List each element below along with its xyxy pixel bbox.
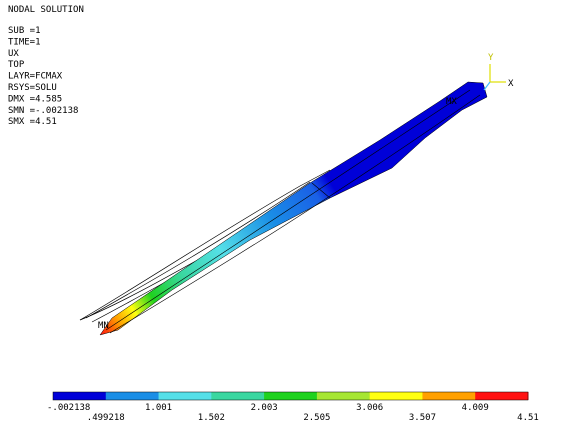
legend-swatch bbox=[422, 392, 475, 400]
legend-swatch bbox=[106, 392, 159, 400]
legend-label: 1.502 bbox=[198, 413, 225, 423]
blade bbox=[100, 82, 487, 335]
axis-z bbox=[484, 82, 490, 90]
screen: NODAL SOLUTION SUB =1TIME=1 UXTOP LAYR=FCM… bbox=[0, 0, 562, 425]
legend-swatch bbox=[211, 392, 264, 400]
legend-label: 4.009 bbox=[462, 403, 489, 413]
max-label: MX bbox=[446, 97, 457, 107]
outline bbox=[86, 182, 310, 318]
info-line: LAYR=FCMAX bbox=[8, 72, 63, 82]
legend-label: .499218 bbox=[87, 413, 125, 423]
mesh-line bbox=[106, 90, 470, 330]
info-line: SMX =4.51 bbox=[8, 117, 57, 127]
title: NODAL SOLUTION bbox=[8, 5, 84, 15]
axis-y-label: Y bbox=[488, 53, 494, 63]
page: NODAL SOLUTION SUB =1TIME=1 UXTOP LAYR=FCM… bbox=[0, 0, 562, 425]
legend-swatch bbox=[53, 392, 106, 400]
legend-label: 3.507 bbox=[409, 413, 436, 423]
info-line: SUB =1 bbox=[8, 26, 41, 36]
info-line: TOP bbox=[8, 60, 25, 70]
min-label: MN bbox=[98, 321, 109, 331]
info-line: TIME=1 bbox=[8, 37, 41, 47]
legend-label: 2.505 bbox=[303, 413, 330, 423]
wireframe bbox=[80, 170, 330, 322]
legend-swatch bbox=[370, 392, 423, 400]
axis-triad: Y X bbox=[484, 53, 514, 90]
legend-label: 3.006 bbox=[356, 403, 383, 413]
legend-label: 1.001 bbox=[145, 403, 172, 413]
axis-x-label: X bbox=[508, 79, 514, 89]
legend-label: 2.003 bbox=[251, 403, 278, 413]
outline bbox=[80, 170, 330, 320]
info-line: SMN =-.002138 bbox=[8, 106, 78, 116]
legend-swatch bbox=[264, 392, 317, 400]
legend: -.002138.499218 1.001 1.502 2.003 2.505 3.006… bbox=[47, 392, 539, 423]
info-line: RSYS=SOLU bbox=[8, 83, 57, 93]
info-line: DMX =4.585 bbox=[8, 94, 62, 104]
info-line: UX bbox=[8, 49, 19, 59]
legend-swatch bbox=[475, 392, 528, 400]
legend-label: 4.51 bbox=[517, 413, 539, 423]
legend-swatch bbox=[159, 392, 212, 400]
legend-label: -.002138 bbox=[47, 403, 90, 413]
legend-swatch bbox=[317, 392, 370, 400]
